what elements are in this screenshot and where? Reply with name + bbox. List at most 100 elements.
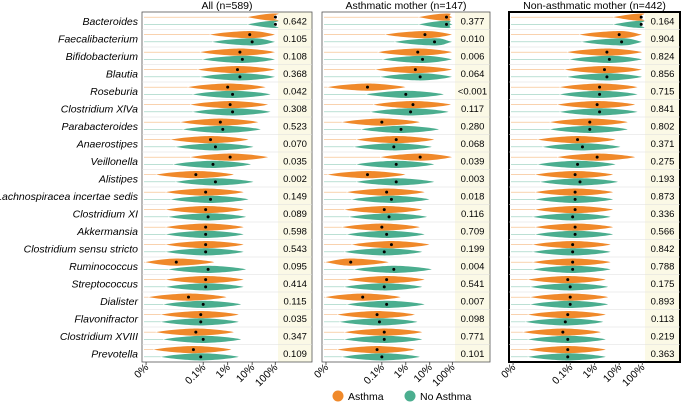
asthma-median-dot: [566, 278, 570, 282]
p-value: 0.873: [651, 191, 675, 202]
asthma-violin: [418, 13, 453, 21]
p-value: 0.219: [651, 331, 675, 342]
x-tick-label: 100%: [253, 362, 280, 389]
asthma-violin: [325, 258, 389, 266]
no-asthma-median-dot: [580, 145, 584, 149]
no-asthma-median-dot: [389, 197, 393, 201]
x-tick-label: 0%: [312, 362, 331, 381]
no-asthma-violin: [566, 73, 642, 81]
no-asthma-median-dot: [444, 22, 448, 26]
asthma-median-dot: [204, 278, 208, 282]
no-asthma-median-dot: [568, 285, 572, 289]
asthma-median-dot: [204, 225, 208, 229]
taxon-label: Clostridium XlVa: [61, 103, 138, 115]
taxon-label: Roseburia: [90, 86, 138, 98]
no-asthma-median-dot: [382, 250, 386, 254]
p-value: 0.371: [651, 139, 675, 150]
asthma-median-dot: [573, 190, 577, 194]
no-asthma-median-dot: [566, 355, 570, 359]
asthma-violin: [377, 48, 452, 56]
no-asthma-median-dot: [213, 145, 217, 149]
asthma-median-dot: [595, 155, 599, 159]
no-asthma-median-dot: [240, 57, 244, 61]
no-asthma-violin: [212, 38, 275, 46]
asthma-median-dot: [238, 50, 242, 54]
x-tick-label: 100%: [430, 362, 457, 389]
p-value: 0.368: [283, 69, 307, 80]
asthma-median-dot: [382, 330, 386, 334]
asthma-violin: [579, 31, 642, 39]
no-asthma-median-dot: [392, 267, 396, 271]
p-value: 0.105: [283, 34, 307, 45]
asthma-median-dot: [204, 243, 208, 247]
p-value: 0.280: [461, 121, 485, 132]
taxon-label: Bifidobacterium: [66, 51, 139, 63]
asthma-median-dot: [385, 278, 389, 282]
p-value: 0.164: [651, 16, 675, 27]
asthma-median-dot: [394, 138, 398, 142]
taxon-label: Clostridium sensu stricto: [24, 243, 139, 255]
p-value: 0.856: [651, 69, 675, 80]
no-asthma-legend-label: No Asthma: [420, 391, 472, 403]
asthma-median-dot: [416, 50, 420, 54]
x-tick-label: 1%: [392, 362, 411, 381]
p-value: 0.108: [283, 51, 307, 62]
no-asthma-median-dot: [573, 197, 577, 201]
no-asthma-median-dot: [204, 250, 208, 254]
p-value: 0.788: [651, 261, 675, 272]
no-asthma-median-dot: [394, 162, 398, 166]
p-value: 0.841: [651, 104, 675, 115]
no-asthma-median-dot: [377, 320, 381, 324]
taxon-label: Lachnospiracea incertae sedis: [0, 191, 139, 203]
no-asthma-median-dot: [399, 127, 403, 131]
asthma-median-dot: [191, 348, 195, 352]
p-value: 0.018: [461, 191, 485, 202]
asthma-median-dot: [209, 138, 213, 142]
p-value: 0.347: [283, 331, 307, 342]
no-asthma-median-dot: [573, 232, 577, 236]
x-tick-label: 0%: [132, 362, 151, 381]
no-asthma-median-dot: [250, 40, 254, 44]
asthma-median-dot: [385, 190, 389, 194]
asthma-median-dot: [204, 190, 208, 194]
asthma-violin: [247, 13, 279, 21]
no-asthma-violin: [202, 55, 275, 63]
asthma-violin: [613, 13, 645, 21]
taxon-label: Faecalibacterium: [58, 33, 138, 45]
p-value: 0.308: [283, 104, 307, 115]
no-asthma-median-dot: [273, 22, 277, 26]
asthma-median-dot: [566, 348, 570, 352]
no-asthma-median-dot: [382, 337, 386, 341]
p-value: 0.598: [283, 226, 307, 237]
p-value: 0.175: [651, 279, 675, 290]
asthma-median-dot: [566, 313, 570, 317]
no-asthma-violin: [569, 55, 642, 63]
asthma-median-dot: [218, 120, 222, 124]
p-value: 0.149: [283, 191, 307, 202]
no-asthma-median-dot: [639, 22, 643, 26]
p-value: 0.064: [461, 69, 485, 80]
asthma-median-dot: [235, 68, 239, 72]
panel-title: Asthmatic mother (n=147): [345, 0, 466, 12]
asthma-median-dot: [602, 68, 606, 72]
asthma-median-dot: [204, 208, 208, 212]
asthma-median-dot: [365, 85, 369, 89]
asthma-median-dot: [639, 15, 643, 19]
asthma-median-dot: [199, 313, 203, 317]
asthma-median-dot: [605, 50, 609, 54]
asthma-median-dot: [382, 208, 386, 212]
no-asthma-median-dot: [598, 110, 602, 114]
asthma-median-dot: [375, 348, 379, 352]
no-asthma-median-dot: [418, 75, 422, 79]
p-value: 0.893: [651, 296, 675, 307]
p-value: 0.006: [461, 51, 485, 62]
taxon-label: Veillonella: [91, 156, 139, 168]
no-asthma-median-dot: [385, 302, 389, 306]
p-value: 0.193: [651, 174, 675, 185]
no-asthma-median-dot: [382, 285, 386, 289]
p-value: 0.004: [461, 261, 485, 272]
no-asthma-violin: [418, 20, 453, 28]
no-asthma-median-dot: [204, 285, 208, 289]
taxon-label: Alistipes: [98, 173, 139, 185]
